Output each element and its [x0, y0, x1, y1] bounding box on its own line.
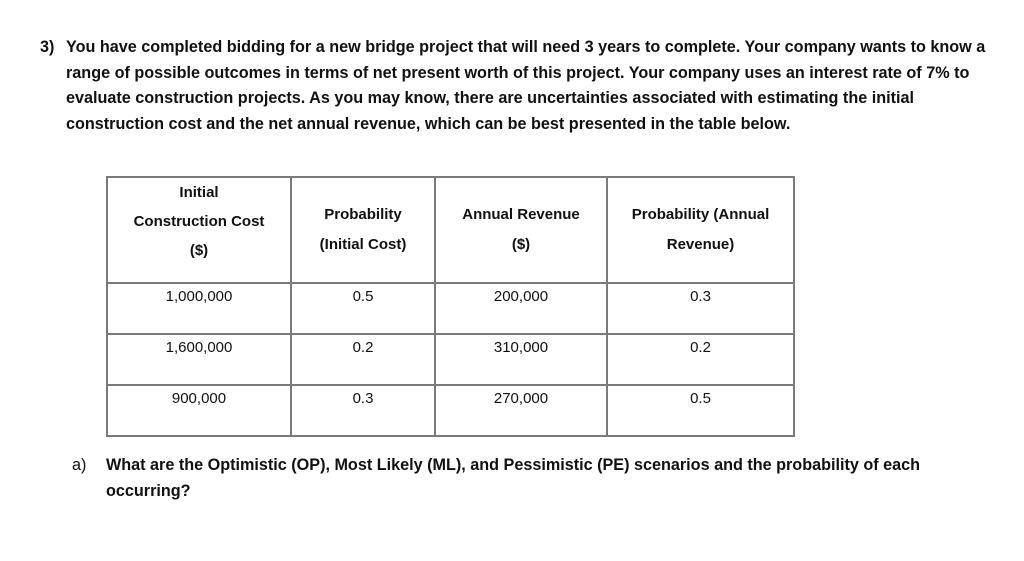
- data-table: Initial Construction Cost ($) Probabilit…: [106, 176, 795, 437]
- cell-prob-initial: 0.3: [290, 384, 436, 437]
- header-line: ($): [189, 242, 209, 259]
- header-line: Revenue): [666, 236, 735, 253]
- table-row: 1,000,000 0.5 200,000 0.3: [106, 282, 795, 335]
- cell-annual-revenue: 270,000: [434, 384, 608, 437]
- cell-initial-cost: 900,000: [106, 384, 292, 437]
- header-line: Initial: [179, 184, 219, 201]
- question-a: a) What are the Optimistic (OP), Most Li…: [72, 453, 992, 504]
- table-row: 1,600,000 0.2 310,000 0.2: [106, 333, 795, 386]
- cell-prob-revenue: 0.2: [606, 333, 795, 386]
- question-label: a): [72, 456, 87, 474]
- question-text: What are the Optimistic (OP), Most Likel…: [106, 456, 921, 500]
- table-row: 900,000 0.3 270,000 0.5: [106, 384, 795, 437]
- header-line: ($): [511, 236, 531, 253]
- cell-initial-cost: 1,600,000: [106, 333, 292, 386]
- cell-prob-revenue: 0.3: [606, 282, 795, 335]
- problem-number: 3): [40, 38, 55, 56]
- header-line: Probability (Annual: [631, 206, 770, 223]
- header-initial-construction-cost: Initial Construction Cost ($): [106, 176, 292, 284]
- problem-text: You have completed bidding for a new bri…: [66, 38, 986, 133]
- header-annual-revenue: Annual Revenue ($): [434, 176, 608, 284]
- header-line: Annual Revenue: [462, 206, 580, 223]
- header-line: Construction Cost: [133, 213, 265, 230]
- cell-prob-revenue: 0.5: [606, 384, 795, 437]
- cell-prob-initial: 0.5: [290, 282, 436, 335]
- cell-prob-initial: 0.2: [290, 333, 436, 386]
- cell-annual-revenue: 200,000: [434, 282, 608, 335]
- problem-statement: 3) You have completed bidding for a new …: [40, 35, 1000, 137]
- cell-annual-revenue: 310,000: [434, 333, 608, 386]
- cell-initial-cost: 1,000,000: [106, 282, 292, 335]
- table-header-row: Initial Construction Cost ($) Probabilit…: [106, 176, 795, 284]
- header-probability-initial-cost: Probability (Initial Cost): [290, 176, 436, 284]
- header-line: Probability: [324, 206, 402, 223]
- header-probability-annual-revenue: Probability (Annual Revenue): [606, 176, 795, 284]
- header-line: (Initial Cost): [319, 236, 407, 253]
